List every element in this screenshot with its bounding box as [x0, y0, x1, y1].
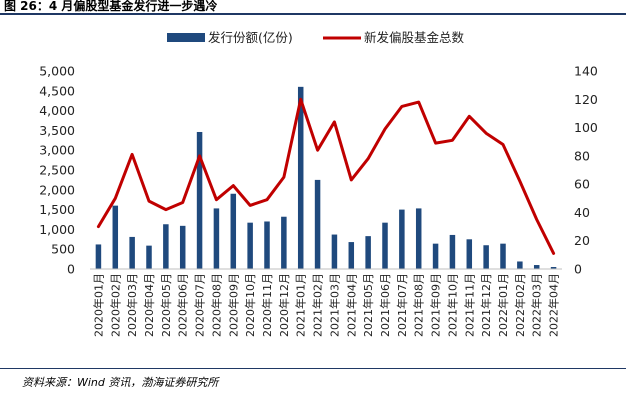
- combo-chart: 发行份额(亿份) 新发偏股基金总数 0 500 1,000 1,500 2,000 2,5…: [39, 30, 598, 337]
- bar: [196, 131, 203, 269]
- line-series: [96, 97, 556, 255]
- y-left-tick-label: 5,000: [39, 64, 75, 79]
- legend-bar-swatch: [167, 33, 205, 42]
- x-tick-label: 2021年12月: [479, 273, 493, 337]
- y-right-tick-label: 140: [574, 64, 598, 79]
- bar: [213, 208, 220, 269]
- x-tick-label: 2022年04月: [547, 273, 561, 337]
- bar: [382, 222, 388, 269]
- y-right-tick-label: 60: [574, 177, 590, 192]
- line-path: [96, 97, 556, 255]
- bar: [230, 193, 237, 269]
- x-tick-label: 2021年05月: [361, 273, 375, 337]
- y-left-tick-label: 1,000: [39, 222, 75, 237]
- y-left-tick-label: 3,000: [39, 143, 75, 158]
- bar: [146, 245, 152, 269]
- y-left-tick-label: 4,500: [39, 83, 75, 98]
- bar: [112, 205, 119, 269]
- x-tick-label: 2020年09月: [226, 273, 240, 337]
- x-tick-label: 2020年07月: [193, 273, 207, 337]
- bar: [365, 236, 371, 269]
- bar: [331, 234, 338, 269]
- figure-title: 图 26：4 月偏股型基金发行进一步遇冷: [4, 0, 218, 13]
- legend-bar-label: 发行份额(亿份): [208, 30, 293, 45]
- bar: [129, 236, 135, 269]
- bar: [281, 216, 287, 269]
- bar: [247, 222, 253, 269]
- y-right-tick-label: 40: [574, 205, 590, 220]
- bar: [399, 209, 405, 269]
- bar: [95, 244, 102, 269]
- x-tick-label: 2022年02月: [513, 273, 527, 337]
- bar: [449, 234, 456, 269]
- y-left-tick-label: 3,500: [39, 123, 75, 138]
- x-tick-label: 2020年11月: [260, 273, 274, 337]
- x-tick-label: 2020年06月: [176, 273, 190, 337]
- chart-legend: 发行份额(亿份) 新发偏股基金总数: [167, 30, 465, 45]
- x-tick-label: 2021年09月: [429, 273, 443, 337]
- bar: [179, 225, 186, 269]
- bar: [466, 239, 473, 269]
- x-tick-label: 2021年02月: [311, 273, 325, 337]
- y-left-tick-label: 2,000: [39, 182, 75, 197]
- x-tick-label: 2020年04月: [142, 273, 156, 337]
- source-note: 资料来源：Wind 资讯，渤海证券研究所: [22, 376, 219, 389]
- y-left-tick-label: 500: [51, 242, 75, 257]
- x-tick-label: 2021年04月: [344, 273, 358, 337]
- x-tick-label: 2020年03月: [125, 273, 139, 337]
- y-left-tick-label: 0: [67, 262, 75, 277]
- y-right-tick-label: 80: [574, 148, 590, 163]
- bar: [432, 243, 439, 269]
- legend-line-label: 新发偏股基金总数: [364, 30, 465, 45]
- bar: [297, 86, 304, 269]
- bar: [163, 224, 169, 269]
- x-tick-label: 2020年01月: [91, 273, 105, 337]
- bar: [264, 221, 270, 269]
- x-tick-label: 2022年03月: [530, 273, 544, 337]
- x-axis-tick-labels: 2020年01月 2020年02月 2020年03月 2020年04月 2020年05月…: [91, 273, 560, 337]
- bar: [517, 261, 523, 269]
- y-right-tick-label: 20: [574, 233, 590, 248]
- x-tick-label: 2021年11月: [462, 273, 476, 337]
- x-tick-label: 2020年08月: [209, 273, 223, 337]
- y-left-tick-label: 4,000: [39, 103, 75, 118]
- x-tick-label: 2021年08月: [412, 273, 426, 337]
- x-tick-label: 2020年05月: [159, 273, 173, 337]
- y-right-tick-label: 0: [574, 262, 582, 277]
- bar: [533, 265, 540, 269]
- x-tick-label: 2021年03月: [327, 273, 341, 337]
- title-underline: [0, 13, 626, 15]
- x-tick-label: 2020年12月: [277, 273, 291, 337]
- bar: [550, 267, 557, 269]
- y-axis-left: 0 500 1,000 1,500 2,000 2,500 3,000 3,500 4,000 4…: [39, 64, 75, 277]
- y-left-tick-label: 2,500: [39, 163, 75, 178]
- bar: [314, 179, 321, 269]
- bar: [483, 245, 489, 269]
- bar: [500, 243, 506, 269]
- y-axis-right: 0 20 40 60 80 100 120 140: [574, 64, 598, 277]
- x-tick-label: 2021年07月: [395, 273, 409, 337]
- x-tick-label: 2020年10月: [243, 273, 257, 337]
- x-tick-label: 2021年10月: [445, 273, 459, 337]
- x-tick-label: 2021年01月: [294, 273, 308, 337]
- bar: [348, 242, 355, 269]
- y-left-tick-label: 1,500: [39, 202, 75, 217]
- y-right-tick-label: 100: [574, 120, 598, 135]
- bar-series: [95, 86, 557, 269]
- x-tick-label: 2022年01月: [496, 273, 510, 337]
- x-tick-label: 2020年02月: [108, 273, 122, 337]
- y-right-tick-label: 120: [574, 92, 598, 107]
- source-separator: [0, 368, 626, 369]
- x-tick-label: 2021年06月: [378, 273, 392, 337]
- bar: [415, 208, 422, 269]
